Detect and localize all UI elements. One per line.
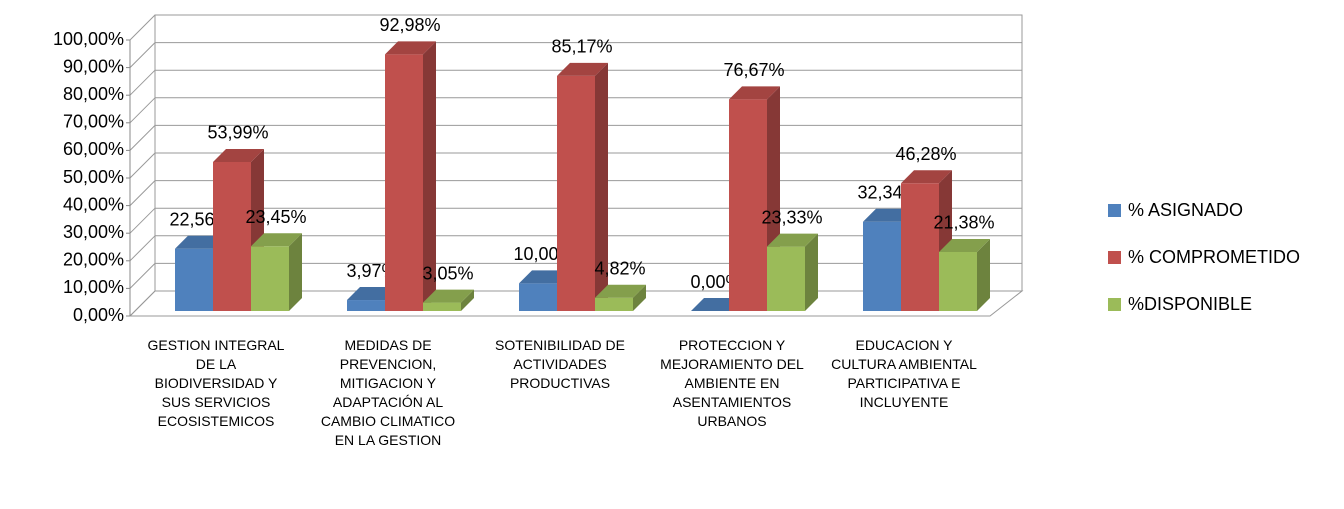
- bar-side: [805, 233, 818, 311]
- bar-front: [767, 246, 805, 311]
- grid-line-side: [129, 235, 156, 262]
- data-label: 0,00%: [690, 272, 741, 292]
- y-tick-label: 80,00%: [63, 84, 124, 104]
- data-label: 3,05%: [422, 263, 473, 283]
- grid-line-side: [129, 125, 156, 151]
- data-label: 21,38%: [933, 213, 994, 233]
- grid-line-side: [129, 69, 156, 96]
- grid-line-side: [129, 42, 156, 68]
- bar-top: [423, 289, 474, 303]
- legend-label: % ASIGNADO: [1128, 200, 1243, 220]
- bar-front: [939, 251, 977, 311]
- grid-line-side: [129, 152, 156, 179]
- y-tick-label: 30,00%: [63, 222, 124, 242]
- bar-front: [423, 302, 461, 311]
- bar: [557, 62, 608, 311]
- y-tick-label: 10,00%: [63, 277, 124, 297]
- data-label: 53,99%: [207, 123, 268, 143]
- bar-front: [729, 99, 767, 311]
- grid-line-side: [129, 14, 156, 41]
- bar-top: [729, 86, 780, 100]
- bar: [251, 233, 302, 311]
- bar: [423, 289, 474, 311]
- bar: [767, 233, 818, 311]
- y-tick-label: 50,00%: [63, 167, 124, 187]
- x-tick-label: GESTION INTEGRAL DE LA BIODIVERSIDAD Y S…: [147, 337, 285, 429]
- y-tick-label: 20,00%: [63, 250, 124, 270]
- grid-line-side: [129, 180, 156, 206]
- bar-front: [519, 283, 557, 311]
- grid-line-side: [129, 263, 156, 289]
- bar-side: [289, 233, 302, 311]
- grid-line-side: [129, 290, 156, 317]
- bar: [729, 86, 780, 311]
- bar-front: [595, 297, 633, 311]
- x-tick-label: EDUCACION Y CULTURA AMBIENTAL PARTICIPAT…: [831, 337, 977, 410]
- bar-top: [213, 148, 264, 162]
- bar-side: [633, 284, 646, 311]
- y-tick-label: 0,00%: [73, 305, 124, 325]
- bar-top: [901, 170, 952, 184]
- bar-side: [977, 238, 990, 311]
- bar-side: [461, 289, 474, 311]
- bar-front: [347, 300, 385, 311]
- bar-front: [901, 183, 939, 311]
- bar-front: [557, 75, 595, 311]
- bar-top: [557, 62, 608, 76]
- bar-side: [423, 41, 436, 312]
- data-label: 3,97%: [346, 261, 397, 281]
- legend-swatch: [1108, 251, 1121, 264]
- grid-line-side: [129, 97, 156, 124]
- bar-top: [595, 284, 646, 298]
- y-tick-label: 60,00%: [63, 139, 124, 159]
- y-tick-label: 100,00%: [53, 29, 124, 49]
- data-label: 76,67%: [723, 60, 784, 80]
- legend-swatch: [1108, 298, 1121, 311]
- data-label: 23,33%: [761, 207, 822, 227]
- bar: [385, 41, 436, 312]
- y-tick-label: 40,00%: [63, 194, 124, 214]
- data-label: 46,28%: [895, 144, 956, 164]
- data-label: 23,45%: [245, 207, 306, 227]
- legend-label: %DISPONIBLE: [1128, 294, 1252, 314]
- bar-side: [595, 62, 608, 311]
- bar-top: [767, 233, 818, 247]
- x-tick-label: SOTENIBILIDAD DE ACTIVIDADES PRODUCTIVAS: [495, 337, 625, 391]
- bar-front: [251, 246, 289, 311]
- bar-top: [251, 233, 302, 247]
- bar-top: [939, 238, 990, 252]
- bar-front: [175, 248, 213, 311]
- bar-front: [213, 161, 251, 311]
- y-tick-label: 70,00%: [63, 112, 124, 132]
- bar-front: [863, 221, 901, 311]
- grid-line-side: [129, 207, 156, 234]
- y-tick-label: 90,00%: [63, 56, 124, 76]
- bar-top: [385, 41, 436, 55]
- legend-swatch: [1108, 204, 1121, 217]
- bar: [939, 238, 990, 311]
- data-label: 92,98%: [379, 15, 440, 35]
- bar: [595, 284, 646, 311]
- bar-front: [385, 54, 423, 312]
- data-label: 85,17%: [551, 37, 612, 57]
- x-tick-label: PROTECCION Y MEJORAMIENTO DEL AMBIENTE E…: [660, 337, 804, 429]
- legend-label: % COMPROMETIDO: [1128, 247, 1300, 267]
- x-tick-label: MEDIDAS DE PREVENCION, MITIGACION Y ADAP…: [320, 337, 456, 448]
- data-label: 4,82%: [594, 258, 645, 278]
